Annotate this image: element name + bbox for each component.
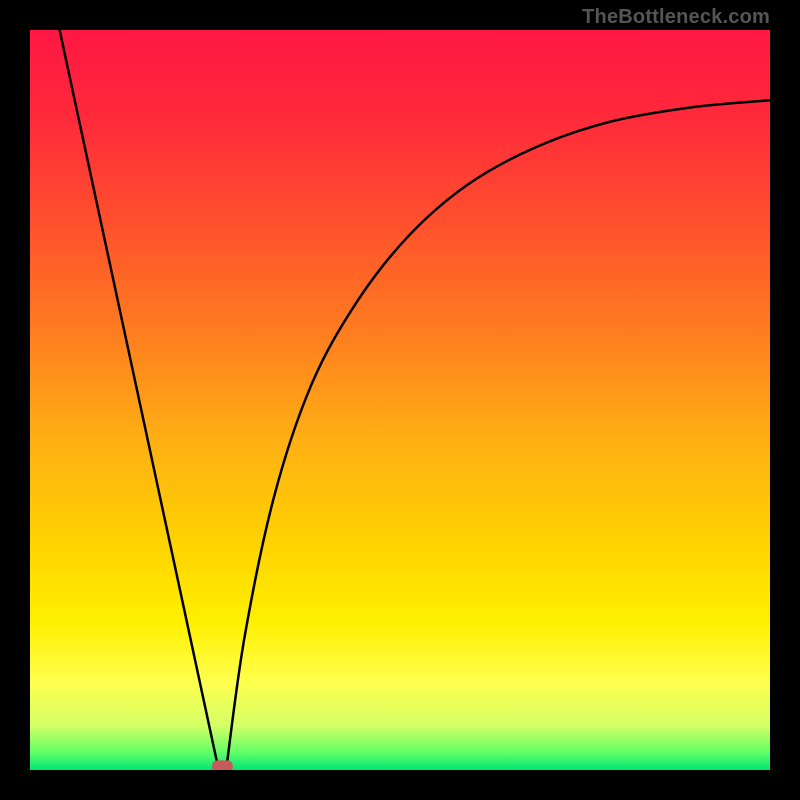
- plot-area: [30, 30, 770, 770]
- chart-background: [30, 30, 770, 770]
- watermark-text: TheBottleneck.com: [582, 6, 770, 29]
- min-marker: [212, 760, 233, 770]
- chart-svg: [30, 30, 770, 770]
- chart-frame: TheBottleneck.com: [0, 0, 800, 800]
